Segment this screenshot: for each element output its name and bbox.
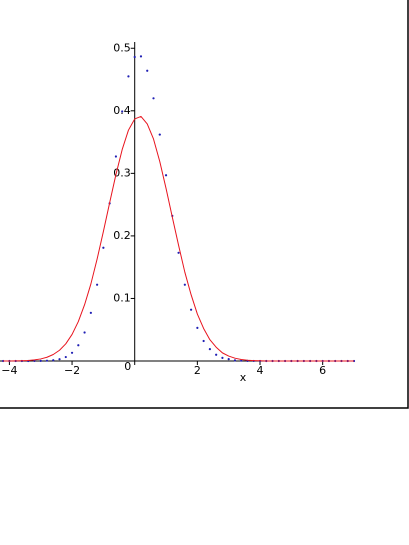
plot-frame: [0, 0, 409, 409]
x-tick-label: 2: [194, 364, 201, 377]
data-point: [39, 359, 42, 362]
data-point: [202, 339, 205, 343]
y-tick-label: 0.2: [113, 229, 131, 242]
data-point: [64, 355, 67, 359]
y-tick-label: 0.1: [113, 291, 131, 304]
x-tick-label: 0: [124, 360, 131, 373]
y-tick-label: 0.4: [113, 104, 131, 117]
data-point: [227, 358, 230, 361]
data-point: [177, 251, 180, 254]
data-point: [77, 344, 80, 347]
data-point: [127, 75, 130, 78]
data-point: [152, 97, 155, 100]
data-point: [121, 110, 124, 113]
data-point: [233, 359, 237, 362]
data-point: [215, 353, 218, 356]
data-point: [45, 359, 49, 362]
data-point: [196, 326, 199, 329]
data-point: [52, 359, 55, 362]
data-point: [189, 308, 193, 311]
data-point: [221, 356, 224, 359]
data-point: [164, 174, 168, 177]
x-tick-label: 4: [257, 364, 264, 377]
data-point: [89, 311, 92, 314]
data-line: [3, 115, 354, 362]
x-axis-label: x: [240, 371, 247, 384]
data-point: [158, 133, 161, 136]
data-point: [96, 283, 99, 286]
data-point: [240, 359, 243, 362]
x-tick-label: −2: [64, 364, 80, 377]
y-tick-label: 0.5: [113, 41, 131, 54]
data-point: [83, 331, 86, 334]
data-point: [58, 358, 61, 361]
data-point: [208, 348, 211, 351]
data-point: [133, 55, 136, 59]
data-point: [70, 351, 74, 354]
data-point: [114, 155, 118, 158]
x-tick-label: −4: [1, 364, 17, 377]
data-point: [183, 283, 186, 286]
x-tick-label: 6: [319, 364, 326, 377]
data-point: [146, 69, 149, 72]
data-point: [139, 55, 143, 58]
data-point: [102, 246, 105, 249]
